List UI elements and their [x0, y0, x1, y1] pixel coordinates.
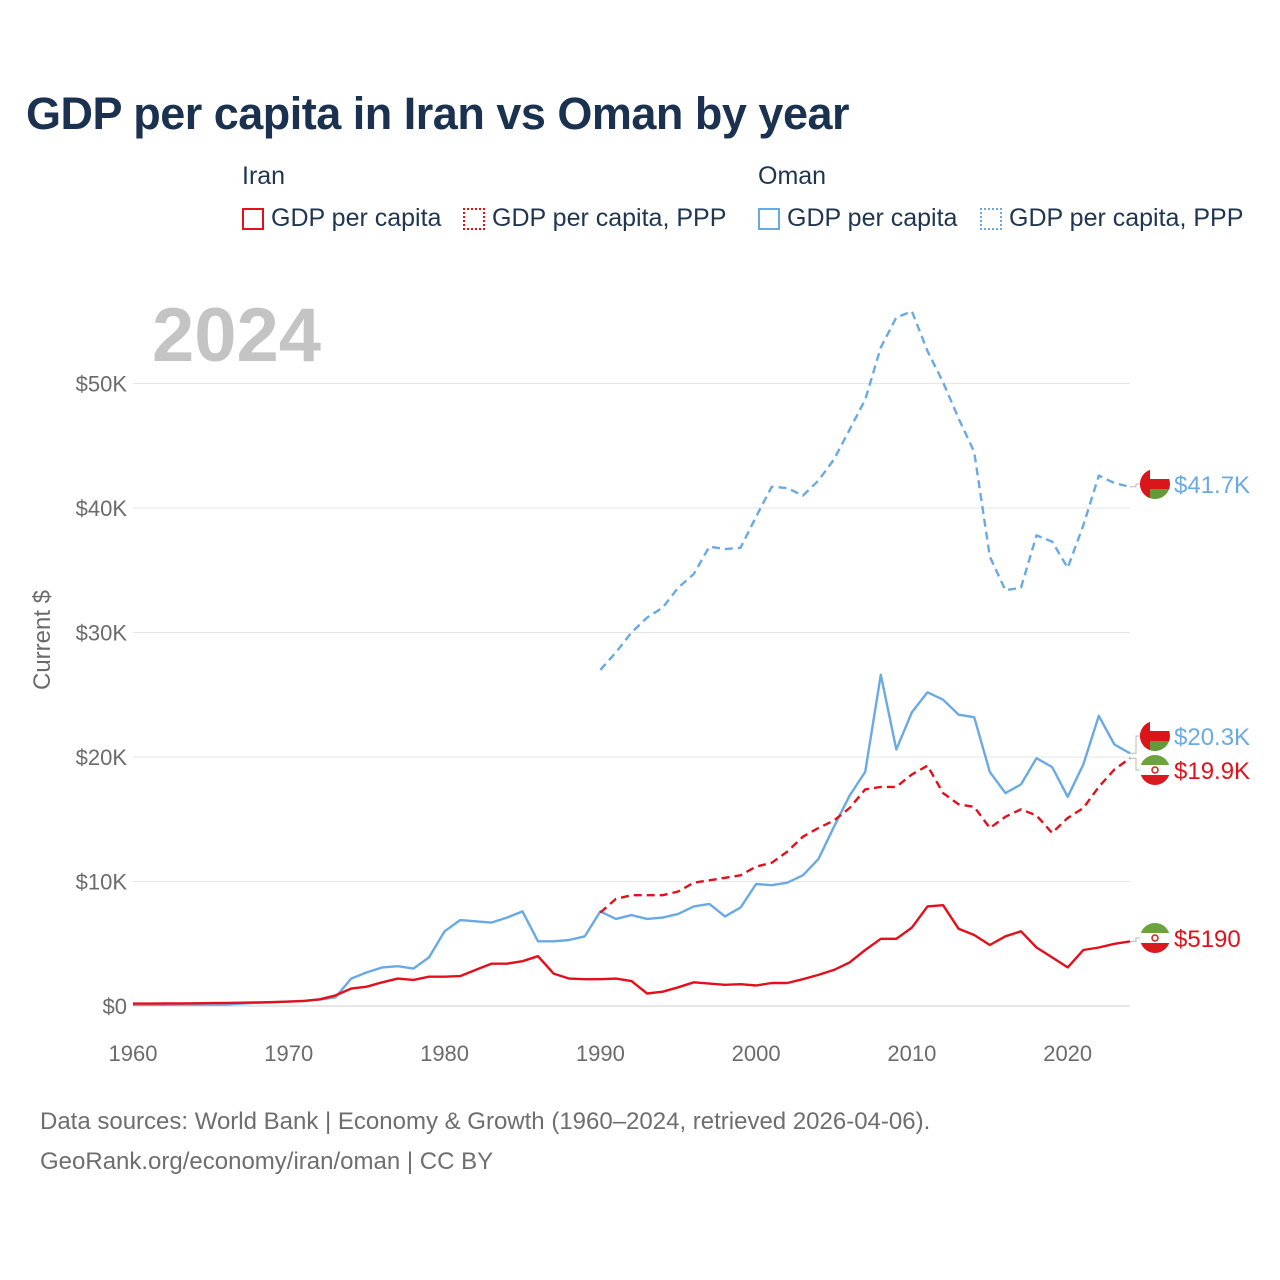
legend-label: GDP per capita, PPP — [1009, 204, 1244, 232]
series-line-1 — [133, 673, 1131, 1006]
source-line-1: Data sources: World Bank | Economy & Gro… — [40, 1108, 931, 1135]
legend-swatch-dotted-blue — [980, 207, 1002, 230]
iran-flag-icon — [1140, 755, 1170, 785]
x-tick-label: 2020 — [1043, 1041, 1092, 1066]
end-label: $5190 — [1174, 926, 1241, 953]
end-label: $20.3K — [1174, 724, 1250, 751]
iran-flag-icon — [1140, 923, 1170, 953]
source-line-2: GeoRank.org/economy/iran/oman | CC BY — [40, 1148, 494, 1175]
legend-item-oman-gdp[interactable]: GDP per capita — [758, 204, 957, 233]
end-label-connector — [1130, 757, 1142, 771]
x-tick-label: 1990 — [576, 1041, 625, 1066]
legend-group-iran: Iran — [242, 162, 286, 190]
series-lines — [133, 310, 1131, 1006]
chart-title: GDP per capita in Iran vs Oman by year — [26, 88, 850, 139]
y-axis-label: Current $ — [29, 590, 56, 690]
x-tick-label: 2000 — [732, 1041, 781, 1066]
x-axis-ticks: 1960 1970 1980 1990 2000 2010 2020 — [109, 1041, 1093, 1066]
series-line-2 — [599, 757, 1131, 914]
end-label: $19.9K — [1174, 758, 1250, 785]
oman-flag-icon — [1140, 721, 1170, 751]
legend-label: GDP per capita — [271, 204, 442, 232]
legend-item-iran-gdp[interactable]: GDP per capita — [242, 204, 441, 233]
end-label-connector — [1130, 483, 1142, 488]
legend-label: GDP per capita, PPP — [492, 204, 727, 232]
legend-group-oman: Oman — [758, 162, 827, 190]
legend-swatch-dotted-red — [463, 207, 485, 230]
x-tick-label: 1970 — [264, 1041, 313, 1066]
y-tick-label: $10K — [76, 870, 128, 895]
year-watermark: 2024 — [152, 293, 322, 378]
y-tick-label: $40K — [76, 496, 128, 521]
grid-lines — [133, 383, 1130, 1007]
x-tick-label: 2010 — [887, 1041, 936, 1066]
oman-flag-icon — [1140, 469, 1170, 499]
series-line-3 — [133, 904, 1131, 1005]
y-axis-ticks: $0 $10K $20K $30K $40K $50K — [76, 372, 128, 1020]
x-tick-label: 1960 — [109, 1041, 158, 1066]
y-tick-label: $20K — [76, 745, 128, 770]
y-tick-label: $50K — [76, 372, 128, 397]
y-tick-label: $30K — [76, 621, 128, 646]
end-label-connector — [1130, 735, 1142, 754]
x-tick-label: 1980 — [420, 1041, 469, 1066]
end-label-connector — [1130, 937, 1142, 942]
legend-swatch-solid-blue — [758, 207, 780, 230]
series-line-0 — [599, 310, 1131, 671]
legend-label: GDP per capita — [787, 204, 958, 232]
legend-item-iran-gdp-ppp[interactable]: GDP per capita, PPP — [463, 204, 726, 233]
legend-swatch-solid-red — [242, 207, 264, 230]
end-labels: $41.7K $20.3K $19.9K $5190 — [1130, 469, 1250, 953]
legend-item-oman-gdp-ppp[interactable]: GDP per capita, PPP — [980, 204, 1243, 233]
end-label: $41.7K — [1174, 472, 1250, 499]
y-tick-label: $0 — [103, 994, 127, 1019]
